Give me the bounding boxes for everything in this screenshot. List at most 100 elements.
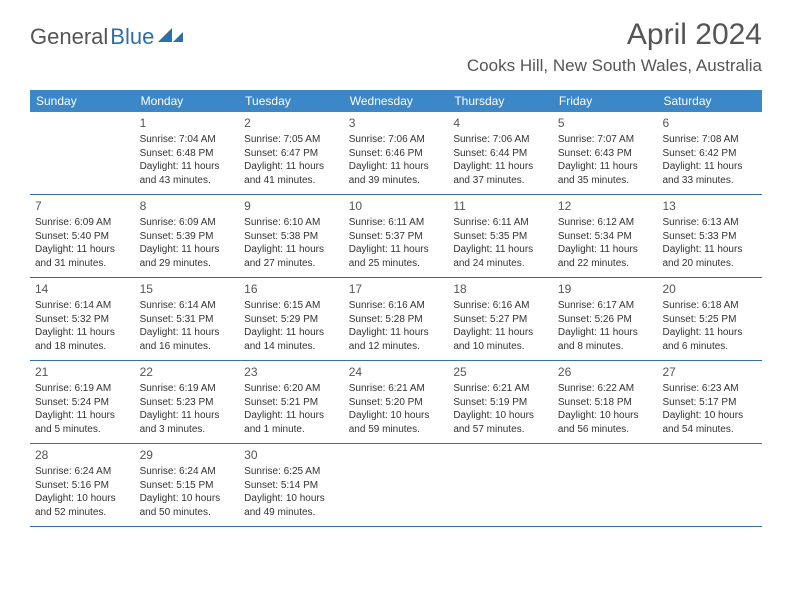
sunset-line: Sunset: 5:16 PM	[35, 479, 130, 493]
sunset-line: Sunset: 6:43 PM	[558, 147, 653, 161]
sunrise-line: Sunrise: 6:11 AM	[453, 216, 548, 230]
daylight-line: Daylight: 11 hours and 5 minutes.	[35, 409, 130, 436]
daylight-line: Daylight: 10 hours and 50 minutes.	[140, 492, 235, 519]
sunrise-line: Sunrise: 6:12 AM	[558, 216, 653, 230]
day-number: 22	[140, 364, 235, 380]
day-cell	[657, 444, 762, 526]
sunrise-line: Sunrise: 6:15 AM	[244, 299, 339, 313]
location-label: Cooks Hill, New South Wales, Australia	[467, 56, 762, 76]
daylight-line: Daylight: 11 hours and 8 minutes.	[558, 326, 653, 353]
week-row: 21Sunrise: 6:19 AMSunset: 5:24 PMDayligh…	[30, 361, 762, 444]
day-number: 17	[349, 281, 444, 297]
day-cell: 24Sunrise: 6:21 AMSunset: 5:20 PMDayligh…	[344, 361, 449, 443]
day-number: 18	[453, 281, 548, 297]
day-cell: 15Sunrise: 6:14 AMSunset: 5:31 PMDayligh…	[135, 278, 240, 360]
day-number: 1	[140, 115, 235, 131]
day-cell: 10Sunrise: 6:11 AMSunset: 5:37 PMDayligh…	[344, 195, 449, 277]
day-cell	[553, 444, 658, 526]
week-row: 7Sunrise: 6:09 AMSunset: 5:40 PMDaylight…	[30, 195, 762, 278]
day-number: 15	[140, 281, 235, 297]
logo-text-1: General	[30, 24, 108, 50]
day-cell: 4Sunrise: 7:06 AMSunset: 6:44 PMDaylight…	[448, 112, 553, 194]
sunset-line: Sunset: 5:21 PM	[244, 396, 339, 410]
day-cell: 18Sunrise: 6:16 AMSunset: 5:27 PMDayligh…	[448, 278, 553, 360]
sunrise-line: Sunrise: 6:21 AM	[453, 382, 548, 396]
sunset-line: Sunset: 5:37 PM	[349, 230, 444, 244]
day-cell: 3Sunrise: 7:06 AMSunset: 6:46 PMDaylight…	[344, 112, 449, 194]
sunset-line: Sunset: 5:15 PM	[140, 479, 235, 493]
sunset-line: Sunset: 5:34 PM	[558, 230, 653, 244]
sunrise-line: Sunrise: 7:06 AM	[453, 133, 548, 147]
day-cell: 20Sunrise: 6:18 AMSunset: 5:25 PMDayligh…	[657, 278, 762, 360]
sunset-line: Sunset: 5:32 PM	[35, 313, 130, 327]
sunrise-line: Sunrise: 6:17 AM	[558, 299, 653, 313]
day-number: 14	[35, 281, 130, 297]
daylight-line: Daylight: 11 hours and 6 minutes.	[662, 326, 757, 353]
daylight-line: Daylight: 11 hours and 16 minutes.	[140, 326, 235, 353]
calendar: Sunday Monday Tuesday Wednesday Thursday…	[30, 90, 762, 527]
sunset-line: Sunset: 6:48 PM	[140, 147, 235, 161]
day-cell: 2Sunrise: 7:05 AMSunset: 6:47 PMDaylight…	[239, 112, 344, 194]
sunrise-line: Sunrise: 6:22 AM	[558, 382, 653, 396]
day-cell: 6 Sunrise: 7:08 AMSunset: 6:42 PMDaylight…	[657, 112, 762, 194]
daylight-line: Daylight: 11 hours and 20 minutes.	[662, 243, 757, 270]
sunrise-line: Sunrise: 6:13 AM	[662, 216, 757, 230]
sunset-line: Sunset: 5:38 PM	[244, 230, 339, 244]
day-cell: 23Sunrise: 6:20 AMSunset: 5:21 PMDayligh…	[239, 361, 344, 443]
day-number: 26	[558, 364, 653, 380]
sunset-line: Sunset: 5:20 PM	[349, 396, 444, 410]
day-cell: 12Sunrise: 6:12 AMSunset: 5:34 PMDayligh…	[553, 195, 658, 277]
sunset-line: Sunset: 5:33 PM	[662, 230, 757, 244]
day-header-thu: Thursday	[448, 90, 553, 112]
daylight-line: Daylight: 11 hours and 33 minutes.	[662, 160, 757, 187]
day-number: 25	[453, 364, 548, 380]
sunset-line: Sunset: 6:44 PM	[453, 147, 548, 161]
day-header-row: Sunday Monday Tuesday Wednesday Thursday…	[30, 90, 762, 112]
day-cell: 28Sunrise: 6:24 AMSunset: 5:16 PMDayligh…	[30, 444, 135, 526]
daylight-line: Daylight: 10 hours and 54 minutes.	[662, 409, 757, 436]
sunrise-line: Sunrise: 6:10 AM	[244, 216, 339, 230]
sunset-line: Sunset: 5:24 PM	[35, 396, 130, 410]
day-cell: 11Sunrise: 6:11 AMSunset: 5:35 PMDayligh…	[448, 195, 553, 277]
sunrise-line: Sunrise: 6:16 AM	[349, 299, 444, 313]
day-number: 16	[244, 281, 339, 297]
sunset-line: Sunset: 6:42 PM	[662, 147, 757, 161]
day-cell	[448, 444, 553, 526]
daylight-line: Daylight: 11 hours and 22 minutes.	[558, 243, 653, 270]
day-number: 3	[349, 115, 444, 131]
sunset-line: Sunset: 5:40 PM	[35, 230, 130, 244]
day-number: 6	[662, 115, 757, 131]
day-cell	[30, 112, 135, 194]
sunrise-line: Sunrise: 6:24 AM	[35, 465, 130, 479]
day-header-sun: Sunday	[30, 90, 135, 112]
day-cell: 25Sunrise: 6:21 AMSunset: 5:19 PMDayligh…	[448, 361, 553, 443]
sunset-line: Sunset: 6:46 PM	[349, 147, 444, 161]
day-number: 2	[244, 115, 339, 131]
day-cell: 21Sunrise: 6:19 AMSunset: 5:24 PMDayligh…	[30, 361, 135, 443]
day-cell: 7Sunrise: 6:09 AMSunset: 5:40 PMDaylight…	[30, 195, 135, 277]
sunrise-line: Sunrise: 6:16 AM	[453, 299, 548, 313]
day-cell: 9Sunrise: 6:10 AMSunset: 5:38 PMDaylight…	[239, 195, 344, 277]
day-number: 10	[349, 198, 444, 214]
sunset-line: Sunset: 5:29 PM	[244, 313, 339, 327]
day-number: 27	[662, 364, 757, 380]
day-header-tue: Tuesday	[239, 90, 344, 112]
daylight-line: Daylight: 11 hours and 29 minutes.	[140, 243, 235, 270]
daylight-line: Daylight: 11 hours and 43 minutes.	[140, 160, 235, 187]
logo: GeneralBlue	[30, 18, 184, 50]
day-cell: 8Sunrise: 6:09 AMSunset: 5:39 PMDaylight…	[135, 195, 240, 277]
daylight-line: Daylight: 11 hours and 14 minutes.	[244, 326, 339, 353]
sunset-line: Sunset: 5:23 PM	[140, 396, 235, 410]
sunset-line: Sunset: 5:18 PM	[558, 396, 653, 410]
day-number: 4	[453, 115, 548, 131]
daylight-line: Daylight: 11 hours and 35 minutes.	[558, 160, 653, 187]
day-cell: 19Sunrise: 6:17 AMSunset: 5:26 PMDayligh…	[553, 278, 658, 360]
daylight-line: Daylight: 11 hours and 1 minute.	[244, 409, 339, 436]
day-cell: 29Sunrise: 6:24 AMSunset: 5:15 PMDayligh…	[135, 444, 240, 526]
sunrise-line: Sunrise: 7:08 AM	[662, 133, 757, 147]
day-number: 30	[244, 447, 339, 463]
sunset-line: Sunset: 5:35 PM	[453, 230, 548, 244]
daylight-line: Daylight: 11 hours and 18 minutes.	[35, 326, 130, 353]
day-cell: 1Sunrise: 7:04 AMSunset: 6:48 PMDaylight…	[135, 112, 240, 194]
month-title: April 2024	[467, 18, 762, 52]
